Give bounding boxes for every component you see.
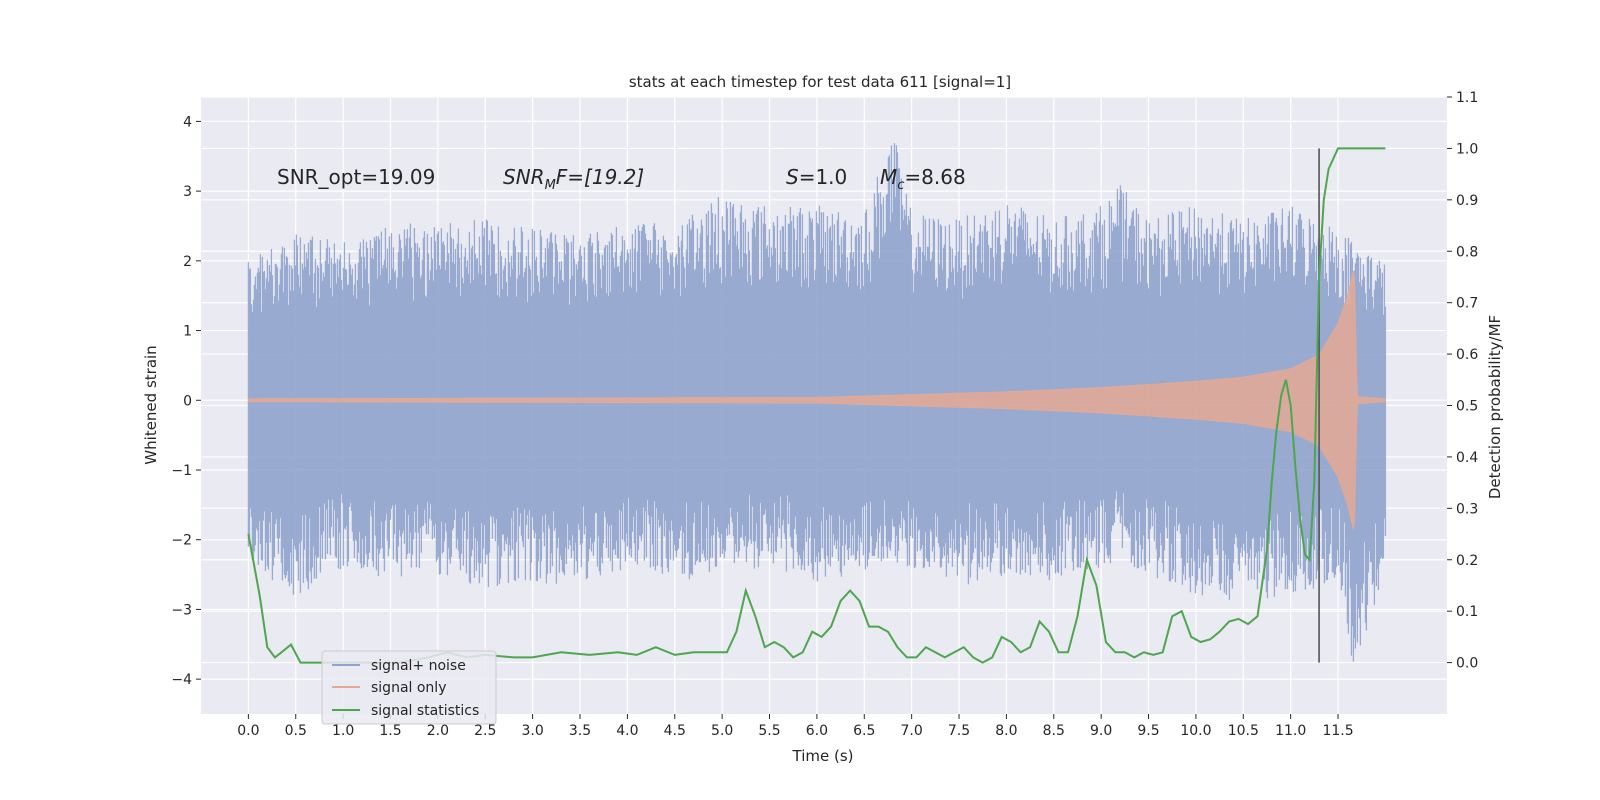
mc-subscript: c [897, 178, 904, 193]
x-tick-label: 1.0 [332, 723, 354, 739]
y2-tick-label: 0.3 [1456, 501, 1478, 517]
x-tick-label: 6.5 [853, 723, 875, 739]
legend-box [321, 650, 497, 725]
x-tick-label: 3.5 [569, 723, 591, 739]
annotation-mc: Mc=8.68 [880, 165, 966, 193]
y2-tick-label: 1.1 [1456, 90, 1478, 106]
signal-statistics-line [247, 147, 1386, 664]
y-tick-label: −3 [171, 602, 192, 618]
y-tick-label: 2 [183, 254, 192, 270]
y-tick-label: 1 [183, 324, 192, 340]
y-tick-label: −4 [171, 672, 192, 688]
snr-mf-value: F=[19.2] [556, 165, 644, 189]
annotation-snr-mf: SNRMF=[19.2] [503, 165, 644, 193]
y2-tick-label: 0.6 [1456, 347, 1478, 363]
x-tick-label: 4.0 [616, 723, 638, 739]
x-axis-ticks: 0.0 0.5 1.0 1.5 2.0 2.5 3.0 3.5 4.0 4.5 5.0 5.5 6.0 6… [237, 714, 1354, 739]
chart-title: stats at each timestep for test data 611… [629, 73, 1011, 91]
snr-mf-subscript: M [545, 178, 556, 193]
x-axis-label: Time (s) [792, 747, 854, 765]
y-tick-label: 3 [183, 184, 192, 200]
legend-label-signal-only: signal only [371, 680, 446, 696]
y2-tick-label: 0.1 [1456, 604, 1478, 620]
x-tick-label: 4.5 [664, 723, 686, 739]
snr-mf-symbol: SNR [503, 165, 545, 189]
legend-label-signal-noise: signal+ noise [371, 658, 466, 674]
x-tick-label: 7.5 [948, 723, 970, 739]
x-tick-label: 11.5 [1322, 723, 1353, 739]
x-tick-label: 9.5 [1137, 723, 1159, 739]
annotation-snr-opt: SNR_opt=19.09 [277, 165, 435, 189]
y-axis-ticks: 4 3 2 1 0 −1 −2 −3 −4 [171, 114, 201, 688]
mc-value: =8.68 [904, 165, 965, 189]
y2-axis-label: Detection probability/MF [1486, 315, 1504, 499]
x-tick-label: 1.5 [379, 723, 401, 739]
y-tick-label: −2 [171, 533, 192, 549]
mc-symbol: M [880, 165, 897, 189]
annotations: SNR_opt=19.09 SNRMF=[19.2] S=1.0 Mc=8.68 [277, 165, 966, 193]
x-tick-label: 8.0 [995, 723, 1017, 739]
x-tick-label: 0.0 [237, 723, 259, 739]
y-tick-label: −1 [171, 463, 192, 479]
x-tick-label: 3.0 [522, 723, 544, 739]
x-tick-label: 2.0 [427, 723, 449, 739]
x-tick-label: 0.5 [285, 723, 307, 739]
legend: signal+ noise signal only signal statist… [321, 650, 497, 725]
x-tick-label: 2.5 [474, 723, 496, 739]
series-signal-only [247, 270, 1386, 530]
y-tick-label: 0 [183, 393, 192, 409]
y2-tick-label: 1.0 [1456, 141, 1478, 157]
x-tick-label: 8.5 [1043, 723, 1065, 739]
x-tick-label: 10.5 [1228, 723, 1259, 739]
y2-tick-label: 0.7 [1456, 296, 1478, 312]
y2-tick-label: 0.5 [1456, 399, 1478, 415]
y-axis-label: Whitened strain [142, 345, 160, 464]
s-symbol: S [786, 165, 799, 189]
s-value: =1.0 [799, 165, 848, 189]
y2-tick-label: 0.9 [1456, 193, 1478, 209]
x-tick-label: 5.0 [711, 723, 733, 739]
signal-only-trace [247, 270, 1386, 530]
y2-tick-label: 0.0 [1456, 656, 1478, 672]
legend-label-signal-statistics: signal statistics [371, 703, 479, 719]
annotation-s: S=1.0 [786, 165, 847, 189]
y-tick-label: 4 [183, 114, 192, 130]
y2-axis-ticks: 1.1 1.0 0.9 0.8 0.7 0.6 0.5 0.4 0.3 0.2 0.1 0.0 [1447, 90, 1478, 672]
x-tick-label: 9.0 [1090, 723, 1112, 739]
x-tick-label: 10.0 [1180, 723, 1211, 739]
y2-tick-label: 0.4 [1456, 450, 1478, 466]
x-tick-label: 7.0 [901, 723, 923, 739]
y2-tick-label: 0.8 [1456, 244, 1478, 260]
x-tick-label: 5.5 [758, 723, 780, 739]
y2-tick-label: 0.2 [1456, 553, 1478, 569]
x-tick-label: 6.0 [806, 723, 828, 739]
series-signal-statistics [247, 147, 1386, 664]
x-tick-label: 11.0 [1275, 723, 1306, 739]
